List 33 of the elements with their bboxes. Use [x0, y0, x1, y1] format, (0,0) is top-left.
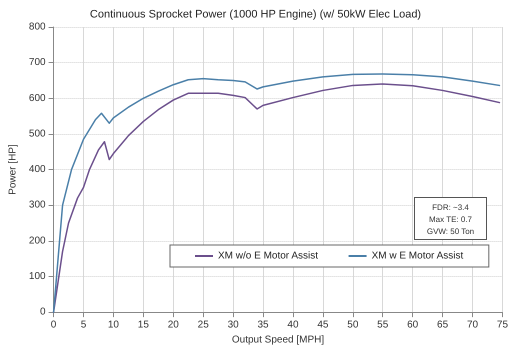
x-tick-label: 5 [80, 320, 87, 331]
annotation: Max TE: 0.7 [429, 215, 473, 224]
x-tick-label: 60 [407, 320, 419, 331]
y-tick-label: 600 [28, 92, 46, 104]
x-tick-label: 10 [108, 320, 120, 331]
y-tick-label: 100 [28, 270, 46, 282]
x-axis-title: Output Speed [MPH] [232, 334, 324, 346]
y-tick-label: 500 [28, 128, 46, 140]
x-tick-label: 30 [228, 320, 240, 331]
y-tick-label: 300 [28, 200, 46, 211]
annotation: FDR: ~3.4 [432, 203, 470, 212]
x-tick-label: 65 [437, 320, 449, 331]
x-tick-label: 15 [138, 320, 150, 331]
x-tick-label: 20 [168, 320, 180, 331]
y-tick-label: 0 [40, 306, 46, 318]
x-tick-label: 35 [257, 320, 270, 331]
y-tick-label: 400 [28, 164, 46, 176]
x-tick-label: 25 [198, 320, 210, 331]
y-tick-label: 700 [28, 57, 46, 68]
x-tick-label: 45 [317, 320, 329, 331]
x-tick-label: 75 [496, 320, 508, 331]
y-tick-label: 800 [28, 22, 46, 32]
x-tick-label: 0 [50, 320, 57, 331]
x-tick-label: 55 [377, 320, 389, 331]
x-tick-label: 40 [287, 320, 299, 331]
x-tick-label: 50 [347, 320, 359, 331]
x-tick-label: 70 [466, 320, 479, 331]
y-axis-title: Power [HP] [8, 144, 18, 195]
y-tick-label: 200 [28, 235, 46, 246]
annotation: GVW: 50 Ton [426, 227, 474, 236]
chart-title: Continuous Sprocket Power (1000 HP Engine) (w/ 50kW Elec Load) [90, 8, 422, 20]
legend-label: XM w/o E Motor Assist [218, 250, 318, 262]
legend-label: XM w E Motor Assist [372, 250, 464, 262]
